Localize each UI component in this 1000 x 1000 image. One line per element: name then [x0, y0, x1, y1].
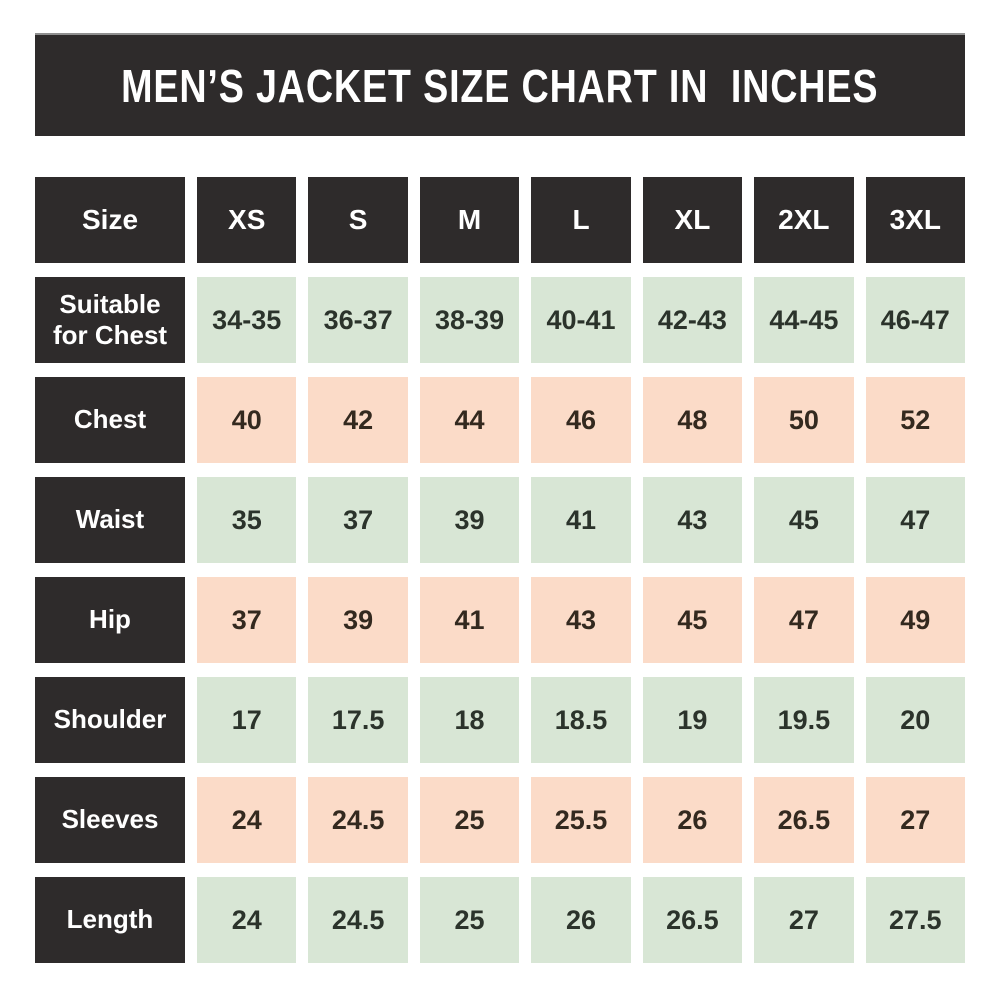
cell-sleeves-xl: 26 [642, 777, 743, 863]
cell-waist-xl: 43 [642, 477, 743, 563]
column-header-m: M [419, 177, 520, 263]
cell-waist-m: 39 [419, 477, 520, 563]
cell-length-s: 24.5 [308, 877, 408, 963]
cell-shoulder-2xl: 19.5 [754, 677, 854, 763]
row-label-shoulder: Shoulder [35, 677, 185, 763]
column-header-2xl: 2XL [754, 177, 854, 263]
cell-shoulder-xs: 17 [197, 677, 297, 763]
page-title: MEN’S JACKET SIZE CHART IN INCHES [121, 59, 879, 112]
cell-waist-3xl: 47 [865, 477, 965, 563]
cell-chest-xl: 48 [642, 377, 743, 463]
cell-hip-2xl: 47 [754, 577, 854, 663]
cell-shoulder-m: 18 [419, 677, 520, 763]
cell-chest-m: 44 [419, 377, 520, 463]
cell-suitable-for-chest-l: 40-41 [531, 277, 631, 363]
cell-chest-s: 42 [308, 377, 408, 463]
row-label-chest: Chest [35, 377, 185, 463]
row-label-length: Length [35, 877, 185, 963]
cell-sleeves-2xl: 26.5 [754, 777, 854, 863]
cell-length-2xl: 27 [754, 877, 854, 963]
cell-chest-3xl: 52 [865, 377, 965, 463]
cell-waist-l: 41 [531, 477, 631, 563]
size-table: Size XS S M L XL 2XL 3XL Suitable for Chest 34-35… [35, 177, 965, 963]
cell-chest-xs: 40 [197, 377, 297, 463]
cell-length-xl: 26.5 [642, 877, 743, 963]
cell-shoulder-s: 17.5 [308, 677, 408, 763]
cell-hip-s: 39 [308, 577, 408, 663]
cell-shoulder-3xl: 20 [865, 677, 965, 763]
cell-suitable-for-chest-xs: 34-35 [197, 277, 297, 363]
cell-sleeves-xs: 24 [197, 777, 297, 863]
column-header-xl: XL [642, 177, 743, 263]
row-label-waist: Waist [35, 477, 185, 563]
cell-length-l: 26 [531, 877, 631, 963]
column-header-3xl: 3XL [865, 177, 965, 263]
cell-suitable-for-chest-2xl: 44-45 [754, 277, 854, 363]
column-header-s: S [308, 177, 408, 263]
cell-chest-2xl: 50 [754, 377, 854, 463]
cell-hip-l: 43 [531, 577, 631, 663]
cell-length-3xl: 27.5 [865, 877, 965, 963]
cell-hip-3xl: 49 [865, 577, 965, 663]
cell-length-xs: 24 [197, 877, 297, 963]
column-header-xs: XS [197, 177, 297, 263]
row-label-sleeves: Sleeves [35, 777, 185, 863]
cell-waist-2xl: 45 [754, 477, 854, 563]
column-header-l: L [531, 177, 631, 263]
cell-hip-m: 41 [419, 577, 520, 663]
row-label-hip: Hip [35, 577, 185, 663]
cell-hip-xs: 37 [197, 577, 297, 663]
cell-suitable-for-chest-m: 38-39 [419, 277, 520, 363]
cell-suitable-for-chest-xl: 42-43 [642, 277, 743, 363]
cell-waist-xs: 35 [197, 477, 297, 563]
cell-shoulder-l: 18.5 [531, 677, 631, 763]
cell-sleeves-3xl: 27 [865, 777, 965, 863]
cell-shoulder-xl: 19 [642, 677, 743, 763]
title-bar: MEN’S JACKET SIZE CHART IN INCHES [35, 33, 965, 136]
row-label-suitable-for-chest: Suitable for Chest [35, 277, 185, 363]
cell-chest-l: 46 [531, 377, 631, 463]
corner-header-size: Size [35, 177, 185, 263]
cell-sleeves-l: 25.5 [531, 777, 631, 863]
cell-suitable-for-chest-3xl: 46-47 [865, 277, 965, 363]
cell-sleeves-s: 24.5 [308, 777, 408, 863]
cell-suitable-for-chest-s: 36-37 [308, 277, 408, 363]
cell-waist-s: 37 [308, 477, 408, 563]
cell-sleeves-m: 25 [419, 777, 520, 863]
cell-hip-xl: 45 [642, 577, 743, 663]
cell-length-m: 25 [419, 877, 520, 963]
